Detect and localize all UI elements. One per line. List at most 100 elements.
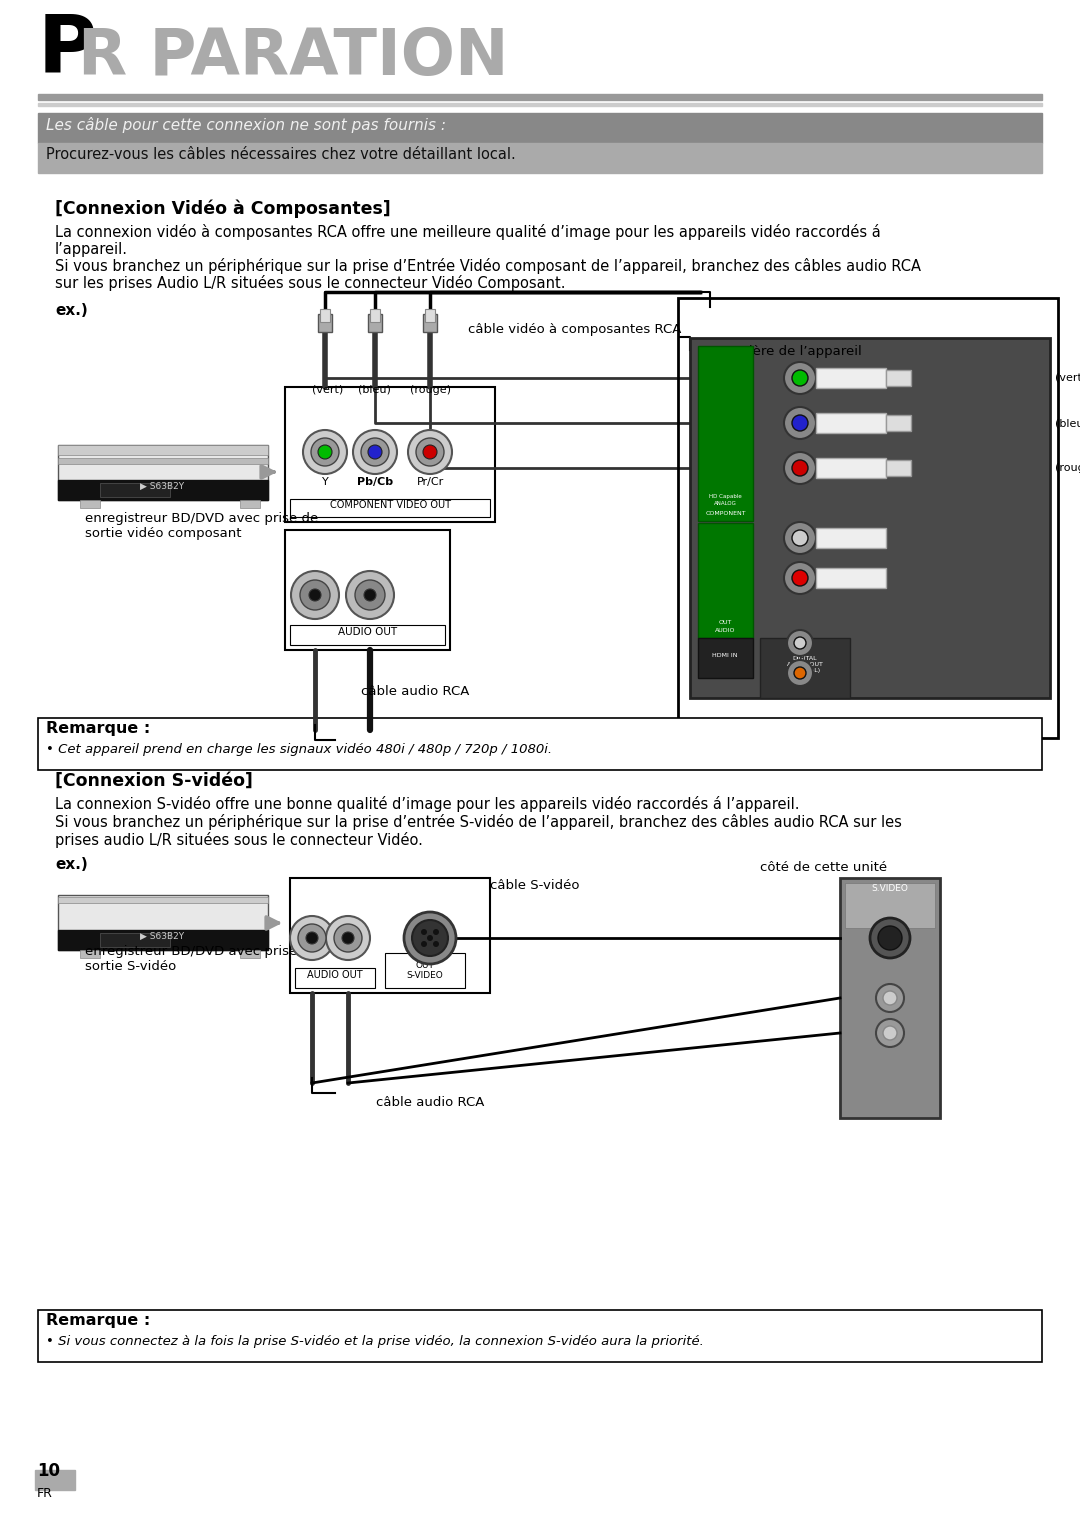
Bar	[678, 298, 1058, 739]
Bar	[38, 719, 1042, 771]
Text: câble audio RCA: câble audio RCA	[361, 685, 469, 697]
Circle shape	[433, 929, 438, 935]
Circle shape	[792, 415, 808, 430]
Text: [Connexion S-vidéo]: [Connexion S-vidéo]	[55, 772, 253, 790]
Circle shape	[794, 667, 806, 679]
Circle shape	[421, 942, 427, 948]
Text: Y: Y	[322, 478, 328, 487]
Circle shape	[423, 446, 437, 459]
Bar	[240, 501, 260, 508]
Circle shape	[876, 1019, 904, 1047]
Text: ▶ S63B2Y: ▶ S63B2Y	[140, 932, 184, 942]
Circle shape	[291, 916, 334, 960]
Bar	[38, 102, 1042, 105]
Bar	[384, 954, 465, 987]
Bar	[285, 388, 495, 522]
Text: enregistreur BD/DVD avec prise de
sortie vidéo composant: enregistreur BD/DVD avec prise de sortie…	[85, 513, 319, 540]
Bar	[38, 95, 1042, 101]
Bar	[690, 337, 1050, 697]
Bar	[58, 896, 268, 951]
Text: DIGITAL
AUDIO OUT
(COAXIAL): DIGITAL AUDIO OUT (COAXIAL)	[787, 656, 823, 673]
Text: prises audio L/R situées sous le connecteur Vidéo.: prises audio L/R situées sous le connect…	[55, 832, 423, 848]
Circle shape	[306, 932, 318, 945]
Bar	[38, 143, 1042, 172]
Bar	[100, 484, 170, 497]
Circle shape	[364, 589, 376, 601]
Bar	[426, 308, 435, 322]
Circle shape	[794, 636, 806, 649]
Circle shape	[421, 929, 427, 935]
Bar	[100, 932, 170, 948]
Bar	[58, 446, 268, 455]
Text: FR: FR	[37, 1486, 53, 1500]
Text: R: R	[366, 607, 375, 620]
Circle shape	[291, 571, 339, 620]
Text: Procurez-vous les câbles nécessaires chez votre détaillant local.: Procurez-vous les câbles nécessaires che…	[46, 146, 516, 162]
Bar	[285, 530, 450, 650]
Circle shape	[346, 571, 394, 620]
Text: Pb/Cb: Pb/Cb	[356, 478, 393, 487]
Circle shape	[361, 438, 389, 465]
Text: Remarque :: Remarque :	[46, 1312, 150, 1328]
Circle shape	[427, 935, 433, 942]
Bar	[291, 877, 490, 993]
Text: câble S-vidéo: câble S-vidéo	[490, 879, 580, 893]
Bar	[698, 638, 753, 678]
Circle shape	[309, 589, 321, 601]
Text: La connexion vidéo à composantes RCA offre une meilleure qualité d’image pour le: La connexion vidéo à composantes RCA off…	[55, 224, 881, 240]
Circle shape	[878, 926, 902, 951]
Text: (vert): (vert)	[1055, 372, 1080, 383]
Bar	[840, 877, 940, 1119]
Text: Remarque :: Remarque :	[46, 720, 150, 736]
Bar	[58, 929, 268, 951]
Circle shape	[876, 984, 904, 1012]
Circle shape	[784, 407, 816, 439]
Circle shape	[408, 430, 453, 475]
Circle shape	[342, 932, 354, 945]
Text: L: L	[309, 951, 315, 963]
Bar	[295, 967, 375, 987]
Text: [Connexion Vidéo à Composantes]: [Connexion Vidéo à Composantes]	[55, 200, 391, 218]
Bar	[80, 501, 100, 508]
Circle shape	[784, 362, 816, 394]
Bar	[816, 568, 886, 588]
Text: l’appareil.: l’appareil.	[55, 243, 129, 256]
Text: S.VIDEO: S.VIDEO	[872, 884, 908, 893]
Circle shape	[792, 530, 808, 546]
Bar	[816, 414, 886, 433]
Text: (vert): (vert)	[312, 385, 343, 395]
Text: • Cet appareil prend en charge les signaux vidéo 480i / 480p / 720p / 1080i.: • Cet appareil prend en charge les signa…	[46, 743, 552, 755]
Circle shape	[353, 430, 397, 475]
Bar	[816, 458, 886, 478]
Bar	[760, 638, 850, 697]
Text: sur les prises Audio L/R situées sous le connecteur Vidéo Composant.: sur les prises Audio L/R situées sous le…	[55, 275, 566, 291]
Bar	[816, 368, 886, 388]
Circle shape	[792, 459, 808, 476]
Bar	[423, 314, 437, 333]
Circle shape	[311, 438, 339, 465]
Text: (bleu): (bleu)	[1055, 418, 1080, 427]
Bar	[698, 346, 753, 520]
Bar	[816, 528, 886, 548]
Circle shape	[416, 438, 444, 465]
Circle shape	[784, 452, 816, 484]
Bar	[845, 884, 935, 928]
Text: L: L	[311, 607, 319, 620]
Text: (rouge): (rouge)	[1055, 462, 1080, 473]
Bar	[35, 1470, 75, 1489]
Text: R PARATION: R PARATION	[78, 26, 509, 89]
Circle shape	[787, 661, 813, 687]
Text: COMPONENT VIDEO OUT: COMPONENT VIDEO OUT	[329, 501, 450, 510]
Bar	[291, 626, 445, 645]
Bar	[368, 314, 382, 333]
Text: La connexion S-vidéo offre une bonne qualité d’image pour les appareils vidéo ra: La connexion S-vidéo offre une bonne qua…	[55, 797, 799, 812]
Bar	[80, 951, 100, 958]
Text: AUDIO: AUDIO	[715, 629, 735, 633]
Circle shape	[433, 942, 438, 948]
Text: Si vous branchez un périphérique sur la prise d’entrée S-vidéo de l’appareil, br: Si vous branchez un périphérique sur la …	[55, 813, 902, 830]
Circle shape	[784, 522, 816, 554]
Bar	[698, 523, 753, 638]
Circle shape	[883, 990, 897, 1006]
Circle shape	[787, 630, 813, 656]
Text: OUT: OUT	[416, 961, 434, 971]
